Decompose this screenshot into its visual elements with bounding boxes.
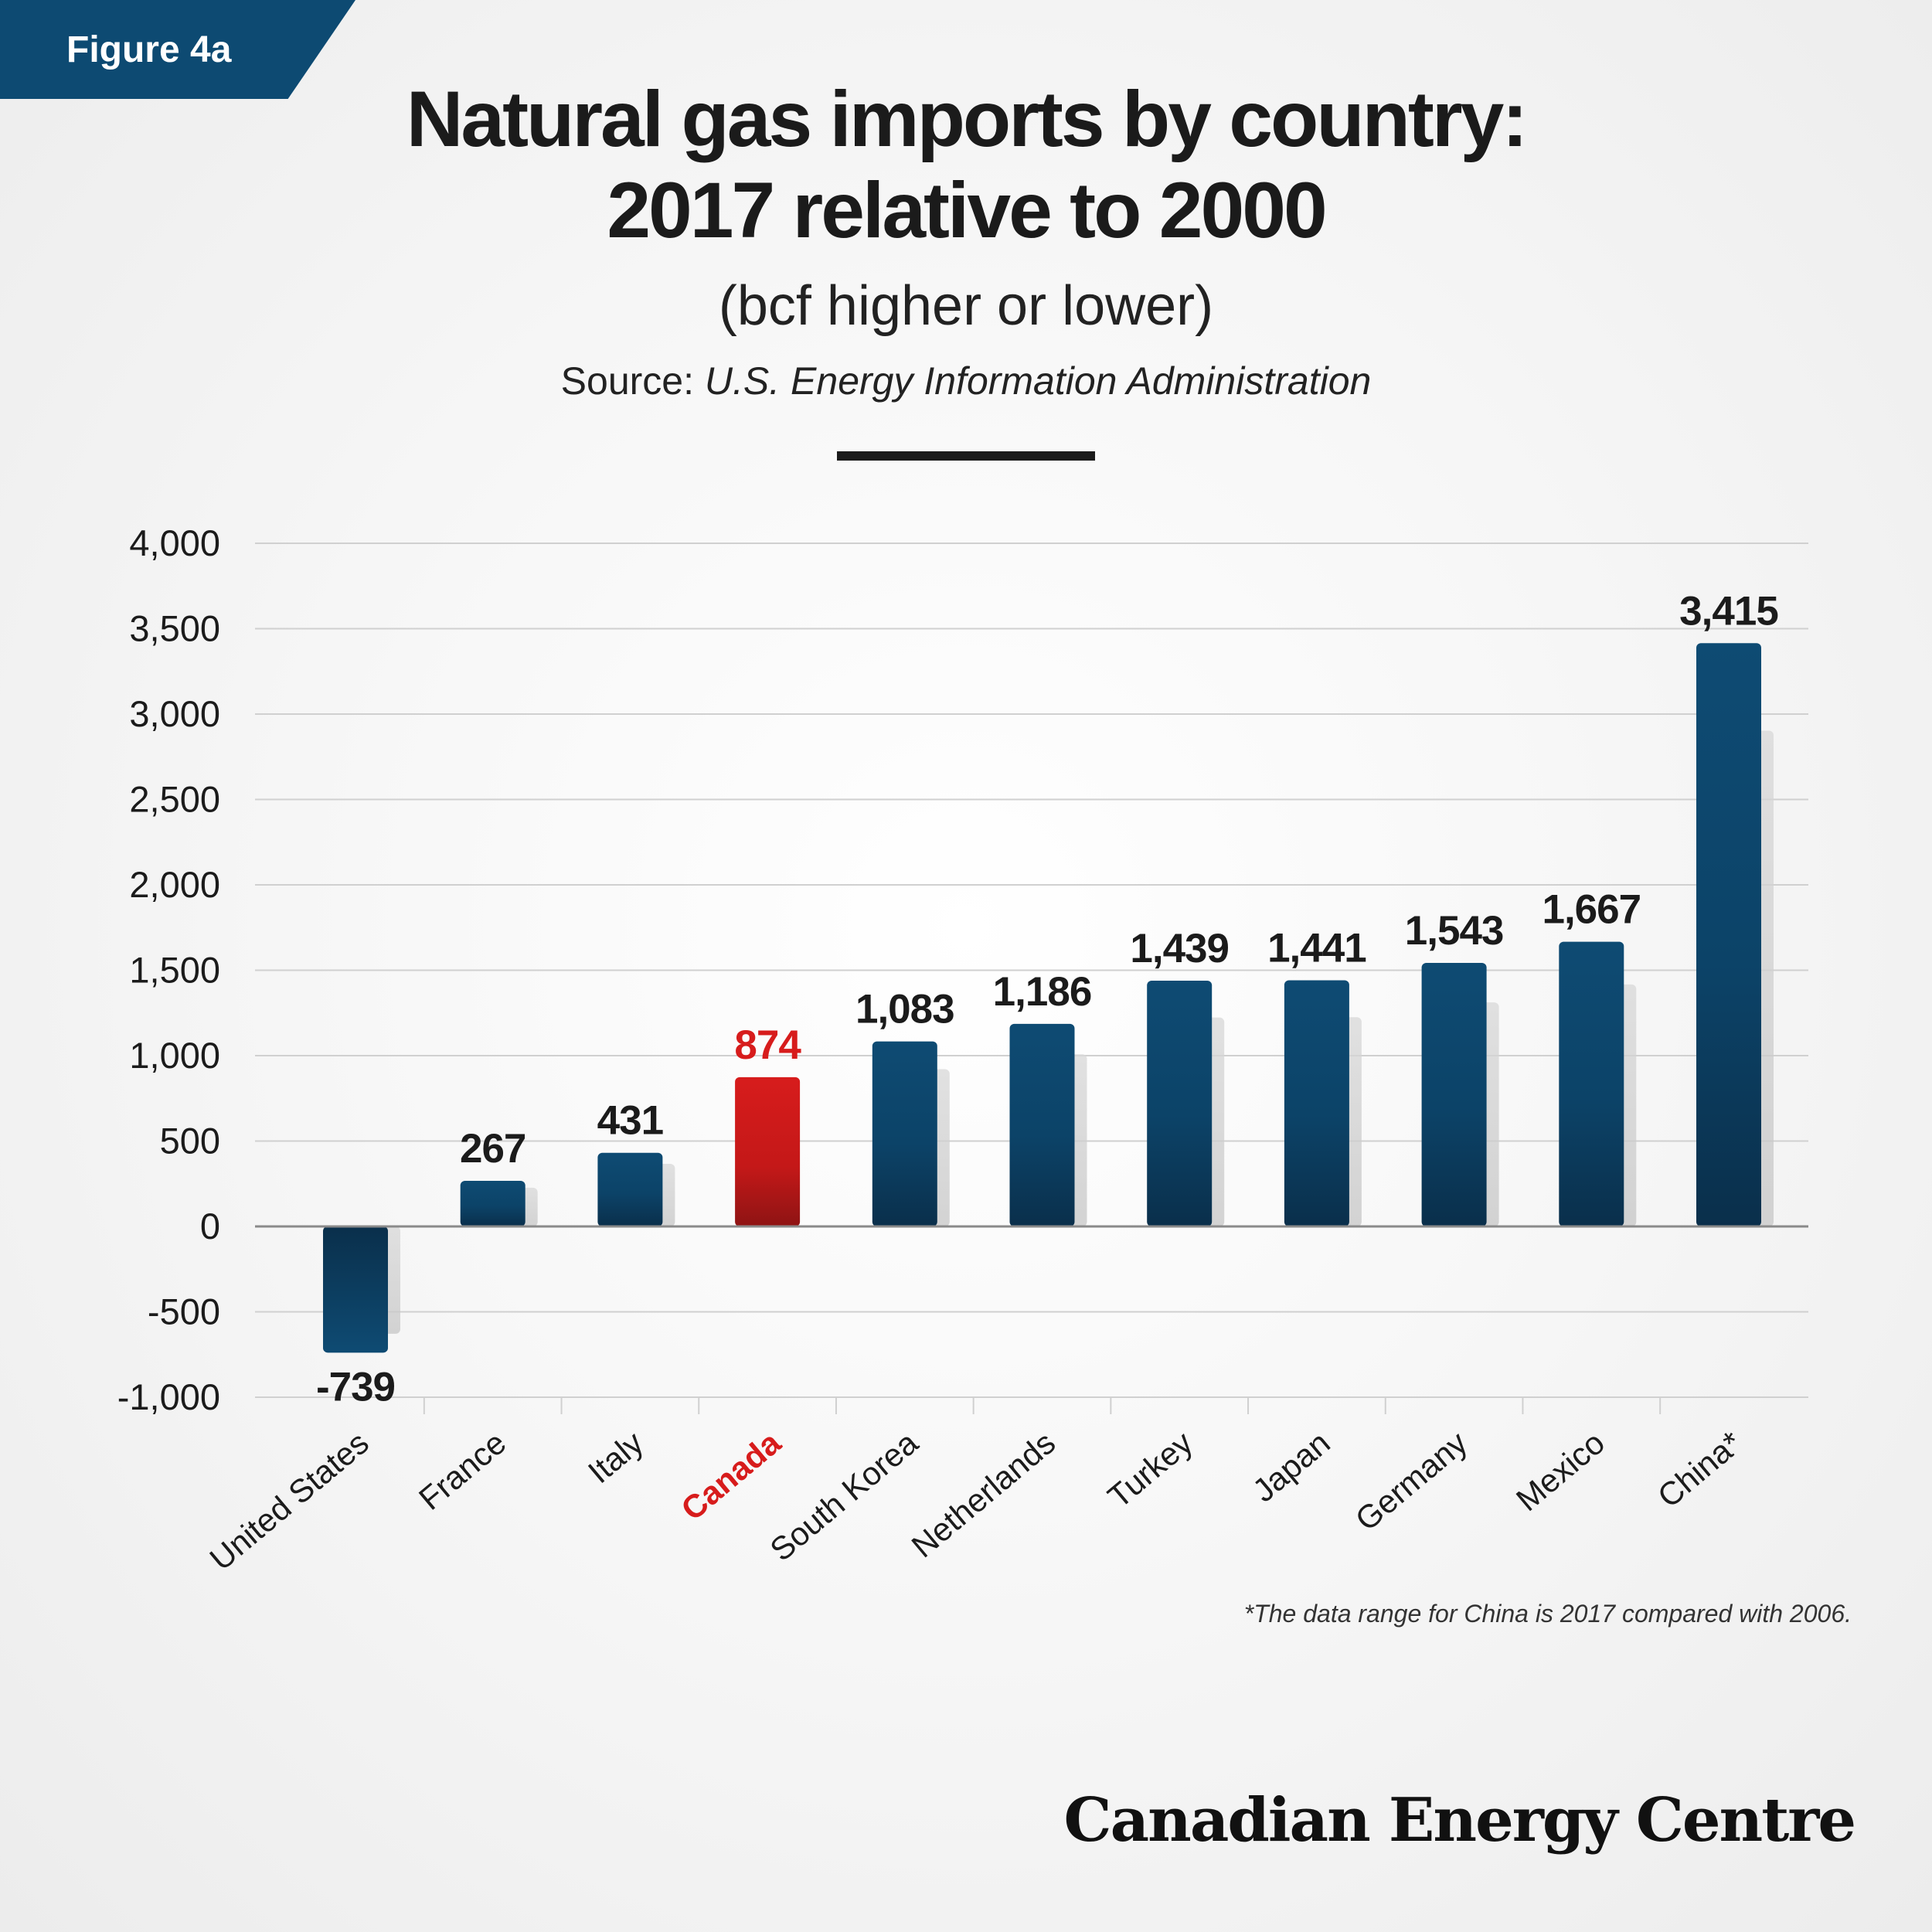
figure-label: Figure 4a	[0, 0, 355, 99]
bar-turkey	[1147, 980, 1213, 1226]
value-label: 1,083	[855, 987, 954, 1032]
bar-united-states	[323, 1226, 388, 1353]
chart-subtitle: (bcf higher or lower)	[718, 275, 1214, 337]
category-label: France	[412, 1424, 512, 1517]
category-label: Germany	[1349, 1424, 1475, 1538]
value-label: 431	[597, 1098, 663, 1144]
brand-logo: Canadian Energy Centre	[1063, 1785, 1856, 1855]
source-name: U.S. Energy Information Administration	[704, 359, 1372, 403]
value-label: 1,186	[993, 969, 1092, 1015]
labels: 4,000 3,500 3,000 2,500 2,000 1,500 1,000 500 0 -…	[117, 522, 1779, 1577]
category-label: Mexico	[1509, 1424, 1611, 1519]
y-tick-label: 4,000	[129, 522, 220, 563]
value-label: -739	[316, 1364, 395, 1410]
value-label: 1,543	[1405, 908, 1504, 954]
category-label: United States	[202, 1424, 375, 1577]
bar-japan	[1284, 980, 1349, 1226]
y-tick-label: 0	[200, 1206, 220, 1247]
y-tick-label: -1,000	[117, 1376, 220, 1417]
value-label: 3,415	[1679, 588, 1778, 634]
category-label: China*	[1651, 1424, 1749, 1515]
value-label: 267	[460, 1126, 526, 1172]
bar-south-korea	[872, 1041, 937, 1226]
bar-mexico	[1559, 941, 1624, 1226]
category-label: Canada	[674, 1423, 787, 1527]
chart-title-line-2: 2017 relative to 2000	[607, 166, 1327, 254]
bar-italy	[597, 1152, 663, 1226]
y-tick-label: 3,000	[129, 693, 220, 734]
source-line: Source: U.S. Energy Information Administ…	[193, 359, 1739, 403]
bar-netherlands	[1009, 1023, 1075, 1226]
value-label: 874	[734, 1022, 801, 1068]
category-label: Turkey	[1101, 1424, 1199, 1515]
category-label: Japan	[1246, 1424, 1337, 1509]
source-prefix: Source:	[560, 359, 694, 403]
value-label: 1,667	[1542, 887, 1641, 933]
chart-title: Natural gas imports by country: 2017 rel…	[193, 73, 1739, 256]
y-tick-label: 500	[160, 1121, 220, 1162]
category-label: South Korea	[763, 1423, 925, 1568]
y-tick-label: 1,500	[129, 950, 220, 991]
value-label: 1,441	[1267, 926, 1366, 971]
bar-china	[1696, 643, 1761, 1226]
y-tick-label: 2,000	[129, 864, 220, 905]
bar-france	[460, 1180, 526, 1226]
bars	[323, 643, 1761, 1353]
y-tick-label: 3,500	[129, 608, 220, 649]
y-tick-label: -500	[148, 1291, 220, 1332]
y-tick-label: 1,000	[129, 1035, 220, 1076]
title-divider	[837, 451, 1095, 461]
bar-canada	[735, 1077, 801, 1226]
axes	[255, 1225, 1808, 1414]
footnote: *The data range for China is 2017 compar…	[1243, 1600, 1852, 1628]
y-tick-label: 2,500	[129, 779, 220, 820]
bar-germany	[1421, 962, 1487, 1226]
category-label: Netherlands	[905, 1424, 1063, 1565]
chart-title-line-1: Natural gas imports by country:	[406, 75, 1529, 163]
value-label: 1,439	[1130, 926, 1229, 971]
category-label: Italy	[581, 1424, 650, 1491]
